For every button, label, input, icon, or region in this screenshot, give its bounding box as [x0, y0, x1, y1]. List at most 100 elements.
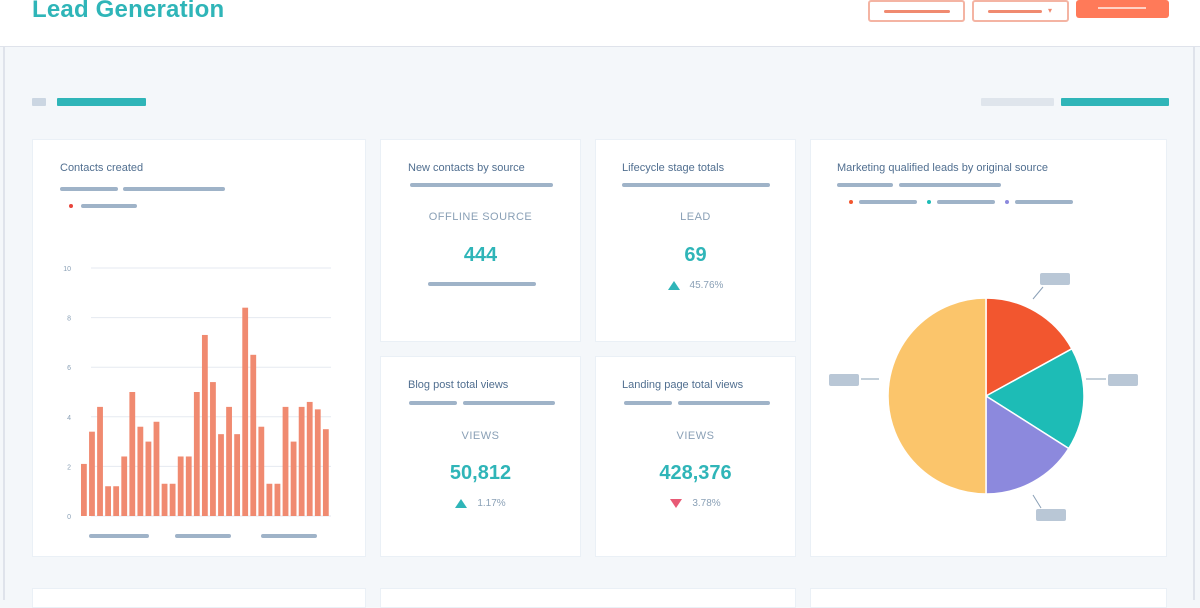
pie-slice-label — [1036, 509, 1066, 521]
bar — [250, 354, 257, 516]
pie-slice — [985, 394, 1070, 495]
y-tick-label: 8 — [67, 316, 71, 323]
bar — [282, 406, 289, 516]
card-title: Lifecycle stage totals — [622, 162, 725, 174]
subtitle-placeholder — [678, 401, 770, 405]
chevron-down-icon: ▾ — [1048, 6, 1053, 15]
kpi-label: LEAD — [680, 211, 711, 223]
bar — [129, 392, 136, 516]
blog-views-card[interactable]: Blog post total views VIEWS 50,812 1.17% — [380, 356, 581, 557]
subtitle-placeholder — [410, 183, 553, 187]
y-tick-label: 4 — [67, 415, 71, 422]
bar — [113, 486, 120, 516]
contacts-bar-chart: 10 8 6 4 2 0 — [63, 266, 331, 521]
pie-slice — [887, 297, 987, 495]
trend-up-icon — [667, 280, 680, 290]
new-contacts-card[interactable]: New contacts by source OFFLINE SOURCE 44… — [380, 139, 581, 342]
landing-views-card[interactable]: Landing page total views VIEWS 428,376 3… — [595, 356, 796, 557]
filter-dropdown-button[interactable]: ▾ — [972, 0, 1069, 22]
mql-by-source-card[interactable]: Marketing qualified leads by original so… — [810, 139, 1167, 557]
filter-label — [32, 98, 46, 106]
bar — [185, 456, 192, 516]
bar — [322, 429, 329, 516]
subtitle-placeholder — [123, 187, 225, 191]
kpi-change: 3.78% — [596, 498, 795, 509]
pie-slice-label — [829, 374, 859, 386]
bar — [145, 441, 152, 516]
kpi-value: 69 — [684, 244, 707, 266]
legend-dot — [69, 204, 73, 208]
leader-line — [1032, 286, 1044, 300]
bar — [201, 334, 208, 516]
card-title: Marketing qualified leads by original so… — [837, 162, 1048, 174]
contacts-created-card[interactable]: Contacts created 10 8 6 4 2 0 — [32, 139, 366, 557]
x-axis-label-placeholder — [89, 534, 149, 538]
bar — [242, 307, 249, 516]
y-tick-label: 10 — [63, 266, 71, 273]
kpi-label: VIEWS — [676, 430, 715, 442]
kpi-change: 1.17% — [381, 498, 580, 509]
kpi-value: 428,376 — [659, 462, 732, 484]
subtitle-placeholder — [463, 401, 555, 405]
bar — [89, 431, 95, 516]
add-report-button[interactable] — [1076, 0, 1169, 18]
leader-line — [1032, 494, 1042, 509]
pie-slice — [984, 347, 1085, 450]
bar — [210, 382, 216, 516]
bar — [177, 456, 184, 516]
bottom-card[interactable] — [810, 588, 1167, 608]
card-title: Landing page total views — [622, 379, 744, 391]
bar — [234, 434, 241, 516]
bar — [226, 406, 232, 516]
lifecycle-stage-card[interactable]: Lifecycle stage totals LEAD 69 45.76% — [595, 139, 796, 342]
kpi-label: OFFLINE SOURCE — [428, 211, 533, 223]
window-frame — [3, 0, 1195, 600]
y-tick-label: 6 — [67, 365, 71, 372]
bar — [274, 483, 281, 516]
toggle-option-inactive[interactable] — [981, 98, 1054, 106]
bar — [169, 483, 176, 516]
bar — [105, 486, 111, 516]
bottom-card[interactable] — [380, 588, 796, 608]
legend-dot — [927, 200, 931, 204]
bar — [153, 421, 160, 516]
bottom-card[interactable] — [32, 588, 366, 608]
legend-label-placeholder — [1015, 200, 1073, 204]
bar — [258, 426, 265, 516]
pie-slice-label — [1108, 374, 1138, 386]
actions-button[interactable] — [868, 0, 965, 22]
top-bar: Lead Generation ▾ — [0, 0, 1200, 47]
x-axis-label-placeholder — [261, 534, 317, 538]
kpi-label: VIEWS — [461, 430, 500, 442]
legend-dot — [1005, 200, 1009, 204]
legend-dot — [849, 200, 853, 204]
legend-label-placeholder — [859, 200, 917, 204]
kpi-footer-placeholder — [428, 282, 536, 286]
bar — [97, 406, 103, 516]
bar — [137, 426, 144, 516]
pie-slice-label — [1040, 273, 1070, 285]
subtitle-placeholder — [899, 183, 1001, 187]
bar — [161, 483, 168, 516]
card-title: Blog post total views — [408, 379, 509, 391]
y-tick-label: 0 — [67, 514, 71, 521]
legend-label-placeholder — [937, 200, 995, 204]
kpi-value: 444 — [463, 244, 498, 266]
x-axis-label-placeholder — [175, 534, 231, 538]
kpi-change: 45.76% — [596, 280, 795, 291]
subtitle-placeholder — [60, 187, 118, 191]
bar — [298, 406, 305, 516]
bar — [81, 463, 87, 516]
pie-slice — [985, 297, 1073, 398]
bar — [290, 441, 297, 516]
y-tick-label: 2 — [67, 464, 71, 471]
card-title: Contacts created — [60, 162, 144, 174]
mql-pie-chart — [861, 286, 1106, 509]
bar — [193, 392, 200, 516]
page-title: Lead Generation — [32, 0, 225, 23]
bar — [121, 456, 128, 516]
toggle-option-active[interactable] — [1061, 98, 1169, 106]
subtitle-placeholder — [624, 401, 672, 405]
bar — [306, 401, 313, 516]
date-range-filter[interactable] — [57, 98, 146, 106]
